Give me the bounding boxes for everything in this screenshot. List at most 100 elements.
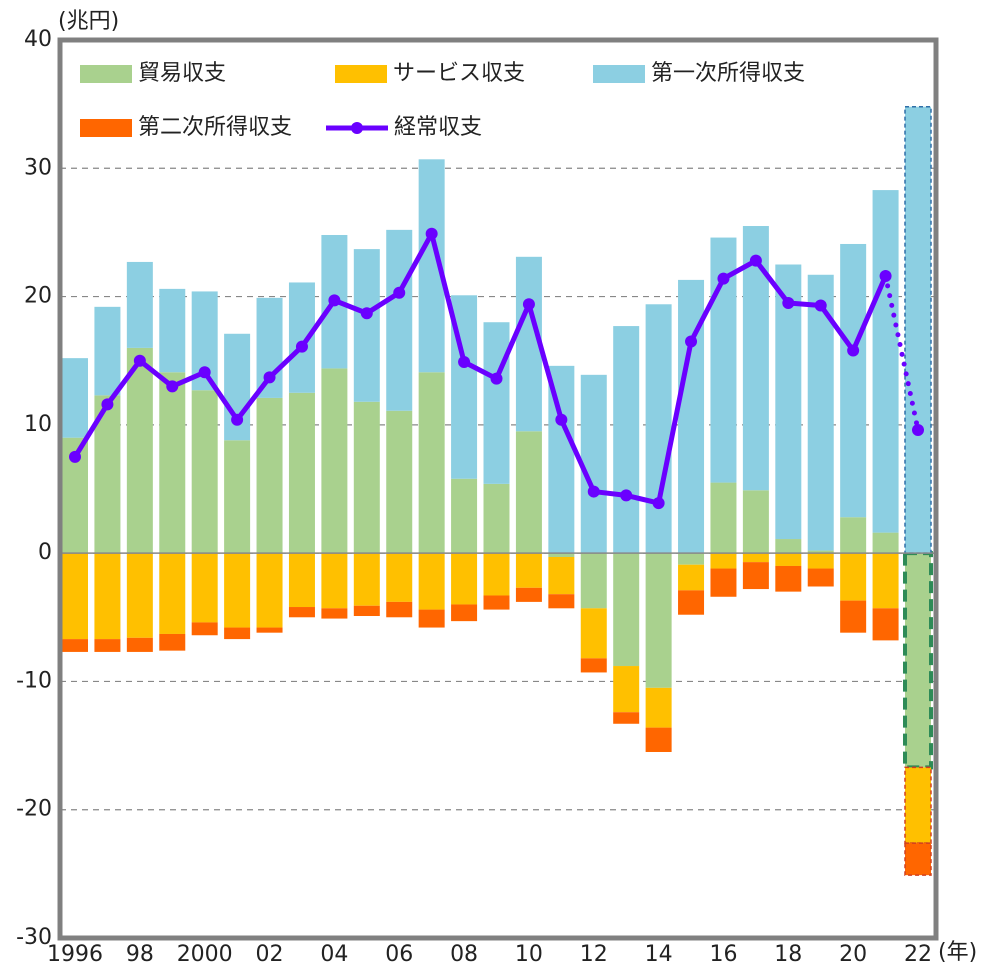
point <box>263 371 276 384</box>
line <box>72 231 888 506</box>
bar <box>62 358 88 438</box>
point <box>749 254 762 267</box>
bar <box>159 553 186 634</box>
point <box>393 286 406 299</box>
bar <box>840 243 867 518</box>
bar <box>386 553 413 602</box>
bar <box>580 553 607 609</box>
legend-label: サービス収支 <box>393 61 525 86</box>
bar <box>613 553 640 667</box>
x-tick-label: 20 <box>839 942 867 967</box>
point <box>328 294 341 307</box>
bar <box>126 553 153 638</box>
bar <box>62 639 88 652</box>
x-tick-label: 14 <box>645 942 673 967</box>
point <box>717 272 730 285</box>
y-tick-label: 10 <box>24 412 52 437</box>
bar <box>903 551 933 770</box>
bar <box>126 637 153 652</box>
bar <box>353 401 380 554</box>
bar <box>678 553 705 565</box>
bar <box>904 842 932 876</box>
y-tick-label: 40 <box>24 27 52 52</box>
legend-dot <box>351 122 363 134</box>
bar <box>580 658 607 673</box>
point <box>425 227 438 240</box>
bar <box>645 727 672 752</box>
point <box>652 497 665 510</box>
bar <box>613 326 640 554</box>
bar <box>451 553 478 605</box>
bar <box>872 608 899 641</box>
bar <box>775 264 802 540</box>
point <box>555 413 568 426</box>
x-unit: (年) <box>938 940 977 965</box>
bar <box>451 478 478 554</box>
bar <box>742 490 769 554</box>
legend-label: 貿易収支 <box>138 61 226 86</box>
point <box>522 298 535 311</box>
bar <box>548 553 575 557</box>
x-tick-label: 12 <box>580 942 608 967</box>
bar <box>904 766 932 844</box>
point <box>912 423 924 436</box>
bar <box>678 590 705 615</box>
point <box>231 413 244 426</box>
bar <box>872 532 899 554</box>
legend-swatch <box>335 65 387 83</box>
bar <box>418 553 445 610</box>
bar <box>321 368 348 554</box>
bar <box>256 397 283 554</box>
bar <box>321 608 348 619</box>
bar <box>191 622 218 636</box>
bar <box>613 712 640 724</box>
point <box>166 380 179 393</box>
bar <box>807 553 834 569</box>
x-tick-label: 10 <box>515 942 543 967</box>
point <box>847 344 860 357</box>
point <box>69 450 81 463</box>
bar <box>840 517 867 554</box>
point <box>101 398 114 411</box>
bar <box>451 604 478 622</box>
bar <box>840 600 867 633</box>
legend-swatch <box>80 65 132 83</box>
bar <box>515 553 542 588</box>
bar <box>710 553 737 569</box>
bar <box>353 553 380 606</box>
y-tick-label: 0 <box>38 540 52 565</box>
bar <box>386 229 413 411</box>
bar <box>159 633 186 651</box>
bar <box>742 562 769 590</box>
bar <box>483 322 510 484</box>
bar <box>94 553 121 640</box>
point <box>295 340 308 353</box>
x-tick-label: 98 <box>126 942 154 967</box>
bar <box>256 553 283 628</box>
bar <box>62 553 88 640</box>
x-tick-label: 08 <box>450 942 478 967</box>
bar <box>224 553 251 628</box>
point <box>620 489 633 502</box>
bar <box>159 372 186 554</box>
bar <box>580 374 607 554</box>
bar <box>840 553 867 601</box>
bar <box>775 539 802 554</box>
bar <box>288 553 315 608</box>
bar <box>515 431 542 554</box>
point <box>198 366 211 379</box>
bar <box>742 553 769 563</box>
bar <box>418 609 445 628</box>
bar <box>353 249 380 402</box>
x-tick-label: 18 <box>774 942 802 967</box>
bar <box>483 595 510 610</box>
plot-frame <box>57 37 939 941</box>
bar <box>548 594 575 609</box>
bar <box>710 482 737 554</box>
bar <box>353 605 380 617</box>
bar <box>807 568 834 587</box>
bar <box>775 565 802 592</box>
bar <box>645 553 672 688</box>
point <box>360 307 373 320</box>
